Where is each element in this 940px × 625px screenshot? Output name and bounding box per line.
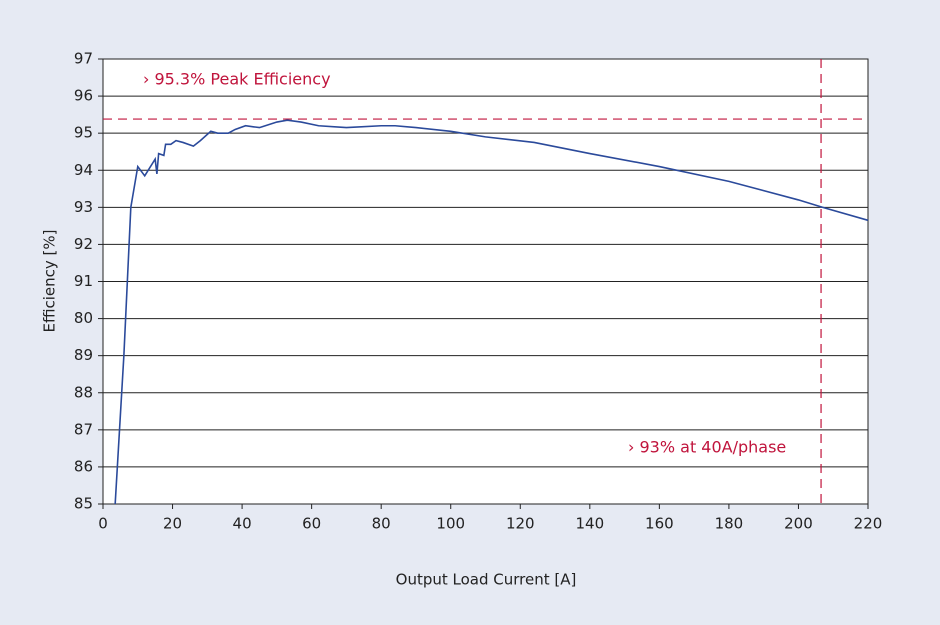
y-tick-label: 87 [74,420,93,438]
x-tick-label: 220 [854,515,883,533]
x-tick-label: 200 [784,515,813,533]
y-tick-label: 94 [74,161,93,179]
y-axis-label: Efficiency [%] [41,230,59,333]
x-tick-label: 180 [715,515,744,533]
x-tick-label: 0 [98,515,108,533]
y-tick-label: 96 [74,87,93,105]
x-tick-label: 160 [645,515,674,533]
y-tick-label: 91 [74,272,93,290]
series-line [114,119,869,505]
y-tick-label: 85 [74,495,93,513]
y-tick-label: 93 [74,198,93,216]
x-tick-label: 120 [506,515,535,533]
x-axis-label: Output Load Current [A] [396,571,577,589]
y-tick-label: 80 [74,309,93,327]
x-tick-label: 100 [436,515,465,533]
plot-frame [102,58,869,505]
y-tick-label: 86 [74,457,93,475]
x-tick-label: 40 [233,515,252,533]
x-tick-label: 80 [372,515,391,533]
x-tick-label: 60 [302,515,321,533]
y-tick-label: 95 [74,124,93,142]
y-tick-label: 88 [74,383,93,401]
y-tick-label: 89 [74,346,93,364]
annotation: › 93% at 40A/phase [628,438,786,457]
y-tick-label: 92 [74,235,93,253]
x-tick-label: 20 [163,515,182,533]
x-tick-label: 140 [575,515,604,533]
y-tick-label: 97 [74,50,93,68]
annotation: › 95.3% Peak Efficiency [143,70,331,89]
